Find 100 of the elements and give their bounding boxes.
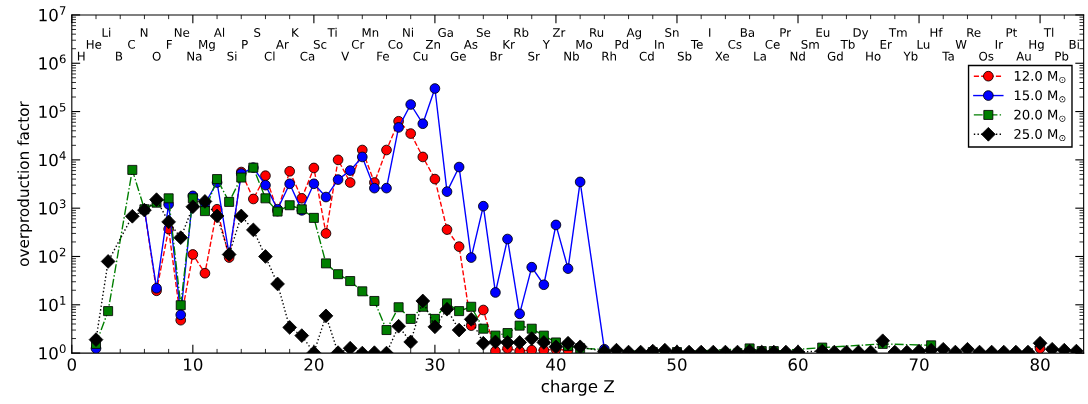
annotation: V bbox=[341, 51, 350, 61]
annotation: Sr bbox=[528, 51, 540, 61]
annotation: Co bbox=[388, 39, 403, 49]
annotation: Bi bbox=[1069, 39, 1079, 49]
annotation: P bbox=[242, 40, 248, 49]
x-tick-label: 70 bbox=[909, 358, 929, 371]
annotation: Mg bbox=[199, 40, 215, 52]
annotation: N bbox=[140, 28, 148, 37]
annotation: Ga bbox=[438, 28, 453, 37]
y-tick-label: 10$^{4}$ bbox=[39, 151, 66, 167]
annotation: Fe bbox=[377, 51, 389, 61]
annotation: Yb bbox=[903, 51, 918, 61]
annotation: He bbox=[86, 40, 102, 49]
annotation: Cl bbox=[264, 51, 275, 61]
annotation: Se bbox=[476, 28, 491, 37]
annotation: Zn bbox=[425, 40, 440, 49]
annotation: Ce bbox=[765, 39, 780, 49]
y-tick-label: 10$^{3}$ bbox=[39, 199, 66, 215]
annotation: Cd bbox=[639, 51, 654, 61]
y-tick-label: 10$^{6}$ bbox=[39, 54, 66, 70]
annotation: Ir bbox=[995, 40, 1003, 49]
annotation: Re bbox=[967, 28, 981, 37]
annotation: Ar bbox=[275, 40, 289, 49]
annotation: Sm bbox=[801, 39, 819, 49]
annotation: Kr bbox=[503, 40, 515, 49]
annotation: Dy bbox=[853, 28, 869, 40]
annotation: Er bbox=[880, 40, 892, 49]
annotation: Zr bbox=[552, 28, 566, 37]
annotation: Ti bbox=[327, 27, 337, 37]
y-tick-label: 10$^{1}$ bbox=[39, 296, 66, 312]
annotation: Cs bbox=[728, 39, 742, 49]
annotation: Lu bbox=[917, 40, 930, 49]
annotation: Hf bbox=[930, 27, 943, 37]
annotation: Tm bbox=[888, 28, 907, 37]
annotation: Nd bbox=[790, 51, 805, 61]
y-tick-label: 10$^{5}$ bbox=[39, 102, 66, 119]
annotation: C bbox=[128, 39, 135, 49]
annotation: Na bbox=[187, 51, 202, 61]
x-axis-title: charge Z bbox=[541, 379, 614, 396]
x-tick-label: 40 bbox=[546, 358, 566, 371]
legend-label: 15.0 M$_{⊙}$ bbox=[1014, 90, 1066, 103]
annotation: As bbox=[463, 40, 478, 49]
x-tick-label: 50 bbox=[667, 358, 687, 371]
x-tick-label: 20 bbox=[304, 358, 324, 371]
annotation: Hg bbox=[1029, 40, 1044, 52]
y-tick-label: 10$^{7}$ bbox=[39, 6, 66, 22]
annotation: Ca bbox=[300, 51, 315, 61]
annotation: Nb bbox=[564, 51, 579, 61]
x-tick-label: 10 bbox=[184, 358, 203, 371]
legend-label: 12.0 M$_{⊙}$ bbox=[1014, 70, 1066, 83]
annotation: Gd bbox=[827, 51, 843, 61]
y-tick-label: 10$^{0}$ bbox=[39, 344, 66, 360]
annotation: Os bbox=[979, 51, 994, 61]
annotation: Cr bbox=[351, 39, 365, 49]
annotation: Cu bbox=[413, 51, 428, 61]
annotation: Mn bbox=[362, 28, 379, 37]
y-axis-title: overproduction factor bbox=[17, 101, 33, 267]
annotation: Ho bbox=[866, 51, 881, 61]
annotation: Sc bbox=[313, 39, 327, 49]
legend-label: 25.0 M$_{⊙}$ bbox=[1014, 129, 1066, 142]
annotation: K bbox=[292, 28, 300, 37]
annotation: Rh bbox=[602, 51, 616, 61]
annotation: Sn bbox=[665, 28, 679, 37]
x-tick-label: 60 bbox=[788, 358, 808, 371]
annotation: H bbox=[77, 51, 85, 61]
annotation: I bbox=[709, 28, 711, 37]
annotation: Tl bbox=[1043, 27, 1054, 37]
annotation: Ne bbox=[174, 28, 190, 37]
annotation: Au bbox=[1016, 51, 1031, 61]
annotation: Sb bbox=[677, 51, 692, 61]
x-tick-label: 80 bbox=[1030, 358, 1050, 371]
annotation: S bbox=[254, 28, 261, 37]
annotation: Ni bbox=[403, 27, 413, 37]
annotation: Ru bbox=[590, 28, 604, 37]
x-tick-label: 0 bbox=[67, 358, 76, 371]
annotation: Pb bbox=[1055, 51, 1069, 61]
annotation: Si bbox=[227, 51, 237, 61]
annotation: Y bbox=[542, 40, 550, 49]
annotation: O bbox=[152, 51, 161, 61]
annotation: Ba bbox=[740, 28, 755, 37]
annotation: Xe bbox=[715, 51, 730, 61]
annotation: Li bbox=[102, 27, 111, 37]
annotation: In bbox=[655, 40, 664, 49]
annotation: F bbox=[166, 40, 172, 49]
annotation: Ge bbox=[450, 51, 466, 61]
annotation: La bbox=[754, 51, 766, 61]
annotation: Al bbox=[213, 27, 225, 37]
annotation: Rb bbox=[514, 27, 529, 37]
annotation: Te bbox=[690, 40, 703, 49]
annotation: Pr bbox=[780, 28, 792, 37]
annotation: Mo bbox=[576, 40, 593, 49]
x-tick-label: 30 bbox=[425, 358, 445, 371]
annotation: Eu bbox=[816, 28, 830, 37]
annotation: Tb bbox=[840, 39, 855, 49]
annotation: Br bbox=[490, 51, 503, 61]
annotation: B bbox=[116, 51, 123, 61]
annotation: Pd bbox=[615, 39, 628, 49]
annotation: W bbox=[955, 40, 967, 49]
annotation: Ta bbox=[942, 51, 954, 61]
annotation: Ag bbox=[626, 28, 641, 40]
